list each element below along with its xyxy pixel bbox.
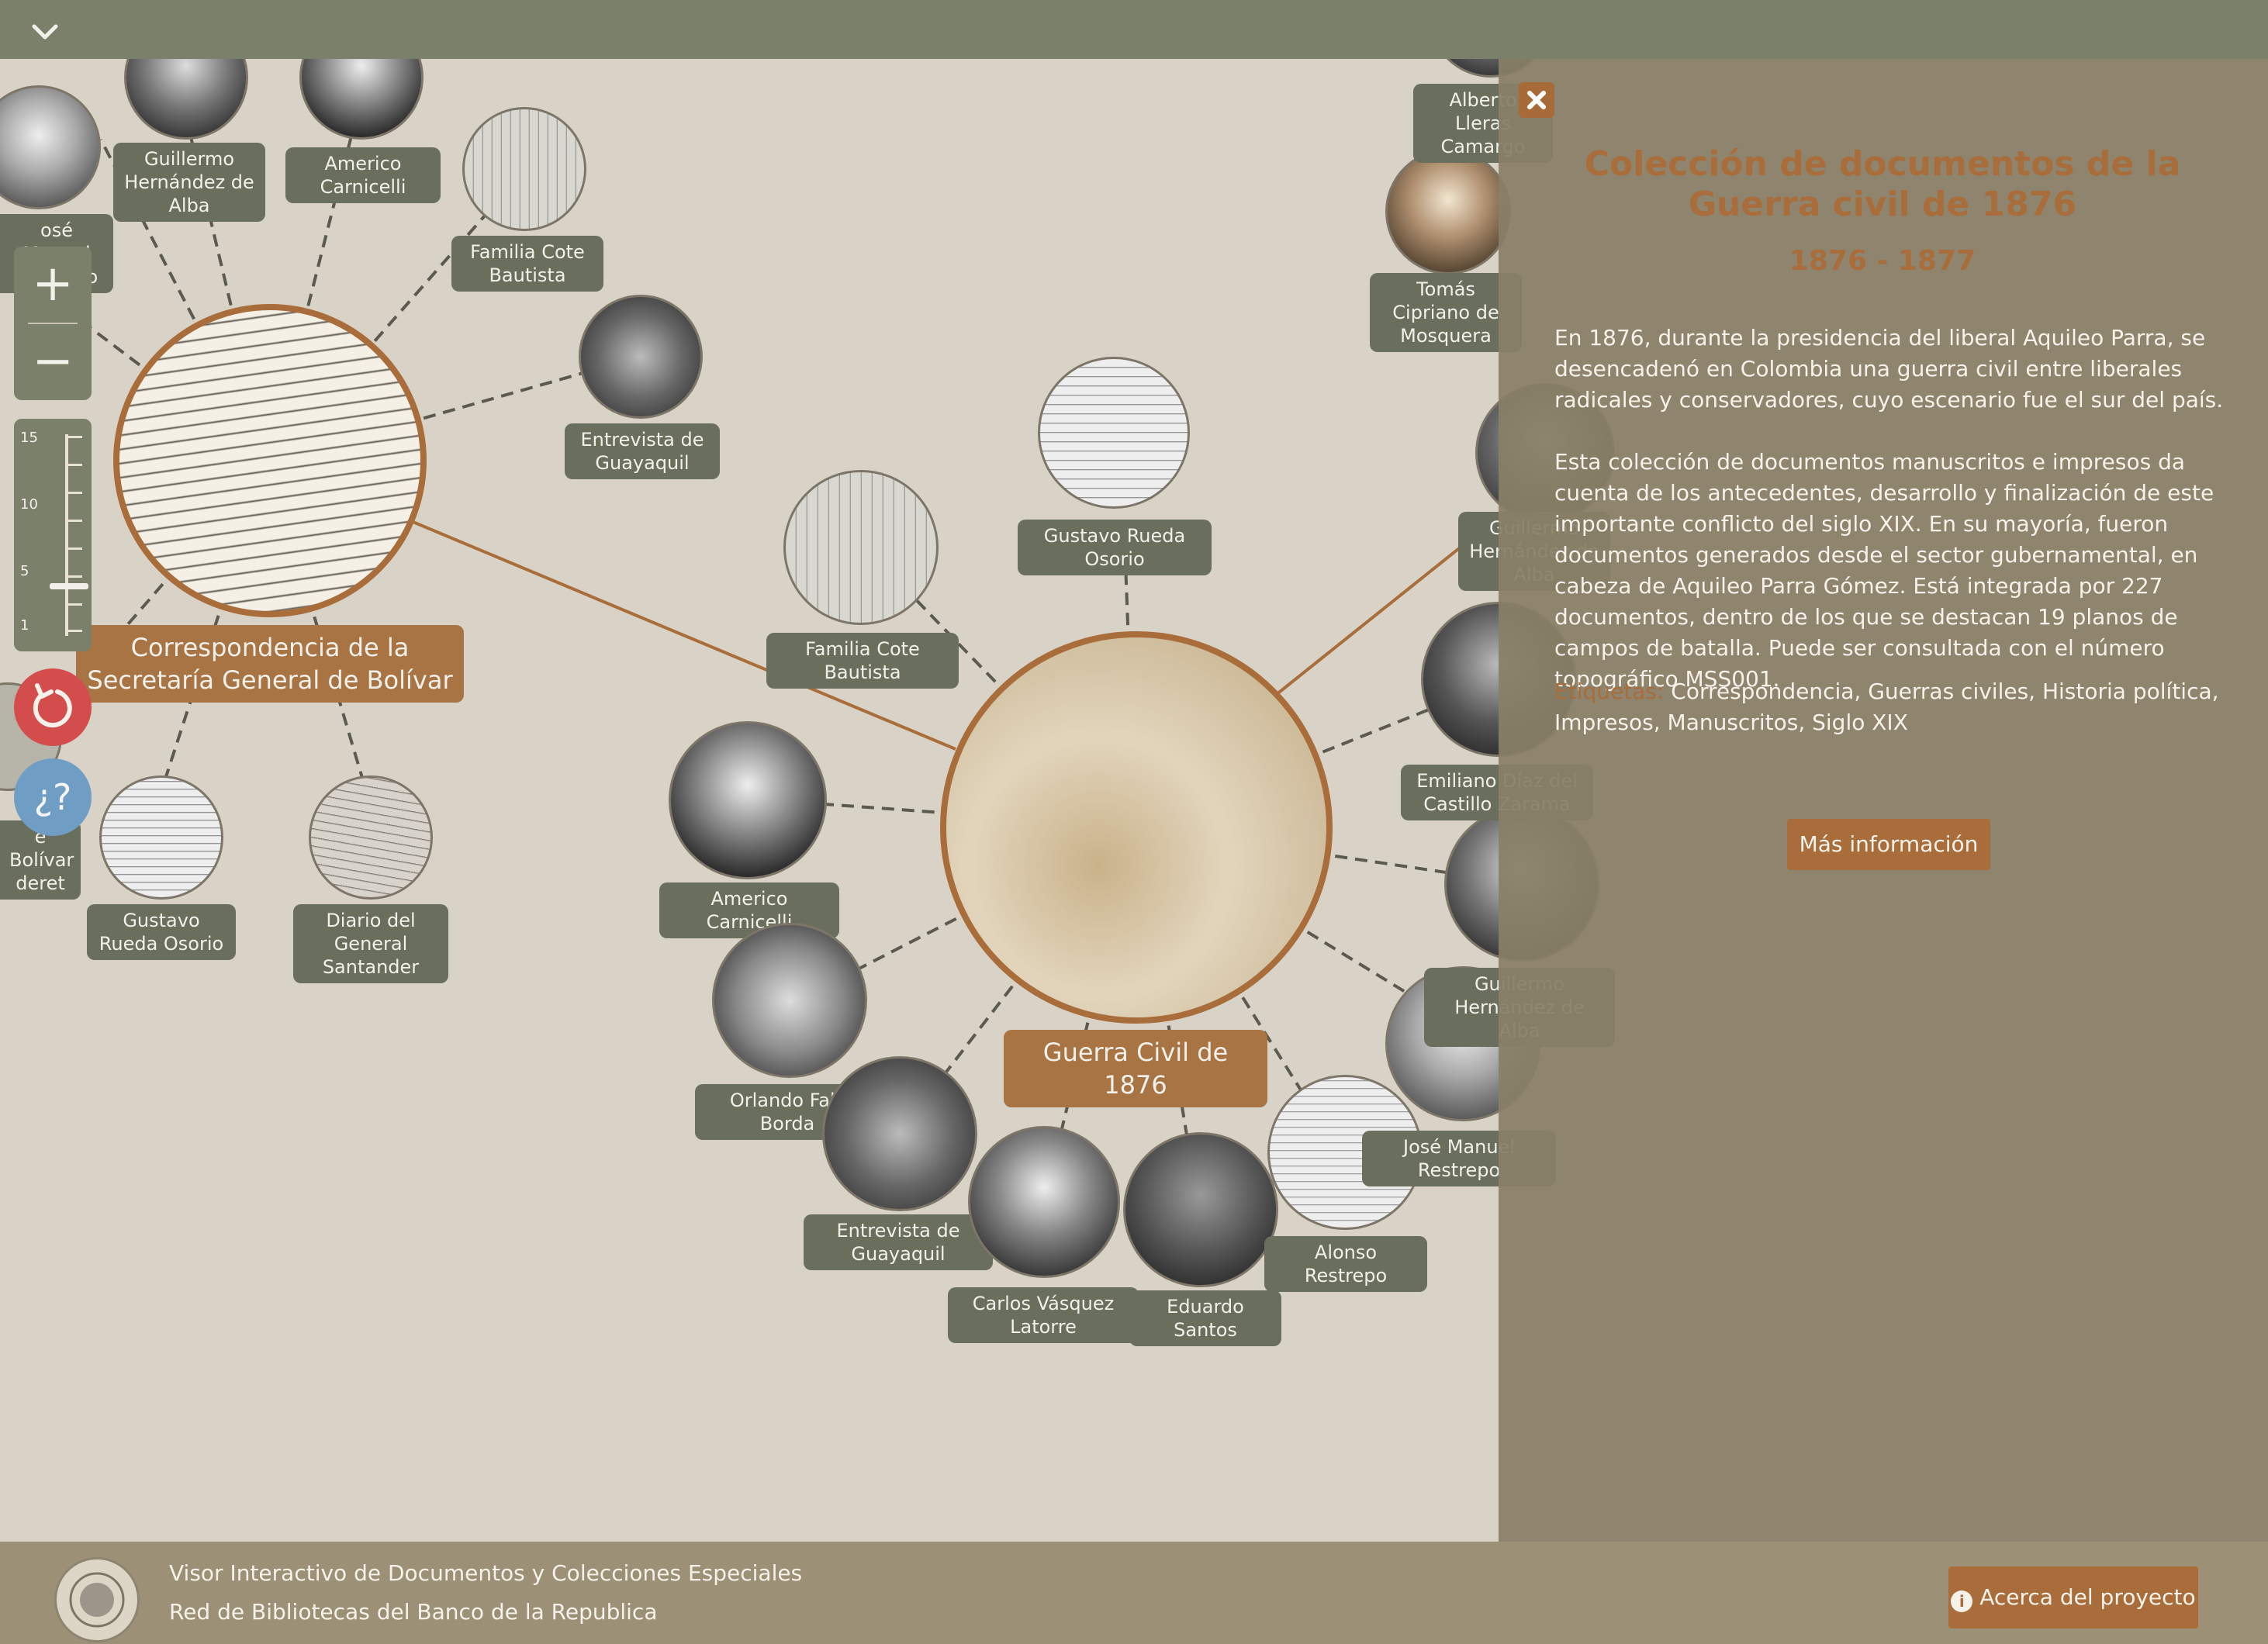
node-label: Familia Cote Bautista (451, 236, 603, 292)
zoom-in-button[interactable]: + (32, 255, 74, 313)
footer-title: Visor Interactivo de Documentos y Colecc… (169, 1560, 803, 1586)
slider-tick (65, 520, 82, 522)
footer: Visor Interactivo de Documentos y Colecc… (0, 1542, 2268, 1644)
divider (28, 323, 78, 324)
node-label: Gustavo Rueda Osorio (1018, 520, 1212, 575)
slider-handle[interactable] (50, 583, 88, 589)
node-guerra-label-wrap[interactable]: Guerra Civil de 1876 (1004, 1030, 1267, 1107)
slider-tick (65, 547, 82, 550)
node-label: Correspondencia de la Secretaría General… (76, 625, 464, 703)
panel-title: Colección de documentos de la Guerra civ… (1584, 144, 2181, 224)
zoom-out-button[interactable]: − (32, 333, 74, 390)
scale-tick-label: 10 (20, 496, 38, 513)
node-image (113, 304, 427, 617)
zoom-slider[interactable]: 15 10 5 1 (14, 419, 92, 651)
node-label: Guillermo Hernández de Alba (113, 143, 265, 222)
help-button[interactable]: ¿? (14, 758, 92, 836)
reset-button[interactable] (14, 668, 92, 746)
node-label: Guerra Civil de 1876 (1004, 1030, 1267, 1107)
node-correspondencia-label-wrap[interactable]: Correspondencia de la Secretaría General… (76, 625, 464, 703)
node-label: Americo Carnicelli (285, 147, 441, 203)
node-label: Eduardo Santos (1129, 1290, 1281, 1346)
top-bar (0, 0, 2268, 59)
about-project-button[interactable]: i Acerca del proyecto (1948, 1566, 2198, 1628)
close-icon (1527, 91, 1546, 109)
panel-dates: 1876 - 1877 (1789, 245, 1976, 277)
chevron-down-icon[interactable] (23, 9, 67, 53)
panel-tags: Etiquetas: Correspondencia, Guerras civi… (1554, 676, 2229, 738)
scale-tick-label: 15 (20, 430, 38, 446)
node-image (712, 923, 867, 1078)
about-label: Acerca del proyecto (1979, 1584, 2196, 1610)
bank-logo-icon (54, 1557, 140, 1642)
node-image (462, 107, 586, 231)
node-image (1385, 149, 1511, 275)
node-image (940, 631, 1333, 1024)
node-label: Entrevista de Guayaquil (565, 423, 720, 479)
node-image (783, 470, 939, 625)
slider-tick (65, 464, 82, 466)
tags-list[interactable]: Correspondencia, Guerras civiles, Histor… (1554, 679, 2219, 735)
description-paragraph: En 1876, durante la presidencia del libe… (1554, 325, 2224, 413)
description-paragraph: Esta colección de documentos manuscritos… (1554, 449, 2214, 692)
node-image (309, 775, 433, 900)
slider-rail (65, 434, 68, 636)
node-label: Diario del General Santander (293, 904, 448, 983)
node-image (0, 85, 101, 209)
node-label: Tomás Cipriano de Mosquera (1370, 273, 1522, 352)
node-image (1038, 357, 1190, 509)
tags-label: Etiquetas: (1554, 679, 1665, 704)
detail-panel: Colección de documentos de la Guerra civ… (1499, 59, 2268, 1542)
slider-tick (65, 492, 82, 494)
node-label: Carlos Vásquez Latorre (948, 1287, 1139, 1343)
scale-tick-label: 1 (20, 617, 29, 634)
link (1134, 825, 1522, 1064)
node-label: Familia Cote Bautista (766, 633, 959, 689)
node-image (669, 721, 827, 879)
reset-icon (33, 683, 72, 728)
panel-description: En 1876, durante la presidencia del libe… (1554, 323, 2229, 726)
node-label: Alonso Restrepo (1264, 1236, 1427, 1292)
footer-subtitle: Red de Bibliotecas del Banco de la Repub… (169, 1599, 658, 1625)
link-main (410, 520, 956, 751)
zoom-controls: + − (14, 247, 92, 400)
node-image (968, 1126, 1120, 1278)
more-info-button[interactable]: Más información (1787, 819, 1990, 870)
slider-tick (65, 575, 82, 578)
scale-tick-label: 5 (20, 563, 29, 579)
node-label: Gustavo Rueda Osorio (87, 904, 236, 960)
slider-tick (65, 603, 82, 606)
close-button[interactable] (1519, 82, 1554, 118)
slider-tick (65, 630, 82, 632)
node-image (99, 775, 223, 900)
info-icon: i (1951, 1590, 1973, 1612)
node-image (822, 1056, 977, 1211)
node-image (1123, 1132, 1278, 1287)
slider-tick (65, 436, 82, 438)
node-label: Entrevista de Guayaquil (804, 1214, 993, 1270)
node-image (579, 295, 703, 419)
